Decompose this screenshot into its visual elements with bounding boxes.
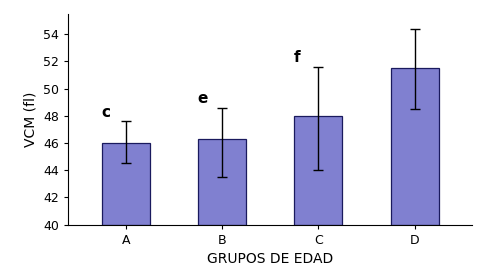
Bar xyxy=(391,68,439,225)
Text: c: c xyxy=(101,105,110,120)
Bar xyxy=(198,139,246,225)
X-axis label: GRUPOS DE EDAD: GRUPOS DE EDAD xyxy=(207,252,334,266)
Y-axis label: VCM (fl): VCM (fl) xyxy=(23,92,37,147)
Bar xyxy=(294,116,342,225)
Text: e: e xyxy=(197,91,207,106)
Bar xyxy=(102,143,150,225)
Text: f: f xyxy=(293,50,300,65)
